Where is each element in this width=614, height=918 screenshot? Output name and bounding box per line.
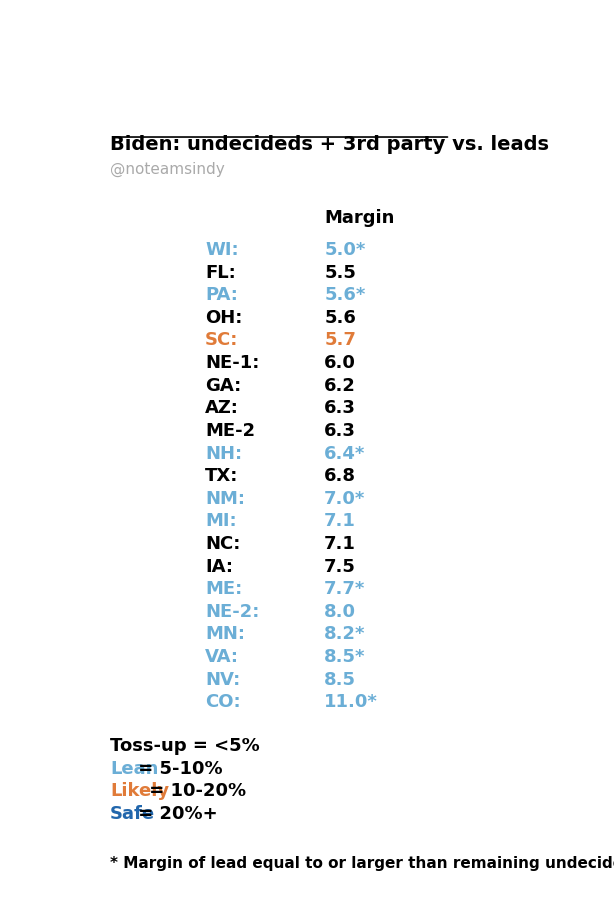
Text: 5.7: 5.7	[324, 331, 356, 350]
Text: PA:: PA:	[205, 286, 238, 304]
Text: 5.0*: 5.0*	[324, 241, 365, 259]
Text: NM:: NM:	[205, 489, 245, 508]
Text: TX:: TX:	[205, 467, 239, 485]
Text: 6.8: 6.8	[324, 467, 356, 485]
Text: 6.3: 6.3	[324, 399, 356, 418]
Text: ME:: ME:	[205, 580, 243, 599]
Text: 8.2*: 8.2*	[324, 625, 366, 644]
Text: 6.4*: 6.4*	[324, 444, 365, 463]
Text: Toss-up = <5%: Toss-up = <5%	[110, 737, 260, 756]
Text: CO:: CO:	[205, 693, 241, 711]
Text: IA:: IA:	[205, 557, 233, 576]
Text: 7.5: 7.5	[324, 557, 356, 576]
Text: WI:: WI:	[205, 241, 239, 259]
Text: 6.0: 6.0	[324, 354, 356, 372]
Text: NE-2:: NE-2:	[205, 603, 260, 621]
Text: FL:: FL:	[205, 263, 236, 282]
Text: 8.5*: 8.5*	[324, 648, 366, 666]
Text: 5.6*: 5.6*	[324, 286, 365, 304]
Text: = 5-10%: = 5-10%	[132, 760, 222, 778]
Text: VA:: VA:	[205, 648, 239, 666]
Text: 8.0: 8.0	[324, 603, 356, 621]
Text: 6.2: 6.2	[324, 376, 356, 395]
Text: 7.0*: 7.0*	[324, 489, 365, 508]
Text: Lean: Lean	[110, 760, 158, 778]
Text: 7.1: 7.1	[324, 512, 356, 531]
Text: NH:: NH:	[205, 444, 243, 463]
Text: Margin: Margin	[324, 209, 395, 227]
Text: 11.0*: 11.0*	[324, 693, 378, 711]
Text: 8.5: 8.5	[324, 671, 356, 688]
Text: MN:: MN:	[205, 625, 245, 644]
Text: @noteamsindy: @noteamsindy	[110, 162, 225, 177]
Text: Likely: Likely	[110, 782, 169, 800]
Text: NE-1:: NE-1:	[205, 354, 260, 372]
Text: AZ:: AZ:	[205, 399, 239, 418]
Text: 6.3: 6.3	[324, 422, 356, 440]
Text: ME-2: ME-2	[205, 422, 255, 440]
Text: 7.7*: 7.7*	[324, 580, 365, 599]
Text: NV:: NV:	[205, 671, 241, 688]
Text: NC:: NC:	[205, 535, 241, 553]
Text: Safe: Safe	[110, 805, 155, 823]
Text: SC:: SC:	[205, 331, 239, 350]
Text: Biden: undecideds + 3rd party vs. leads: Biden: undecideds + 3rd party vs. leads	[110, 135, 549, 154]
Text: * Margin of lead equal to or larger than remaining undecideds: * Margin of lead equal to or larger than…	[110, 856, 614, 871]
Text: 5.5: 5.5	[324, 263, 356, 282]
Text: 5.6: 5.6	[324, 308, 356, 327]
Text: = 20%+: = 20%+	[132, 805, 217, 823]
Text: GA:: GA:	[205, 376, 241, 395]
Text: 7.1: 7.1	[324, 535, 356, 553]
Text: = 10-20%: = 10-20%	[143, 782, 246, 800]
Text: MI:: MI:	[205, 512, 237, 531]
Text: OH:: OH:	[205, 308, 243, 327]
